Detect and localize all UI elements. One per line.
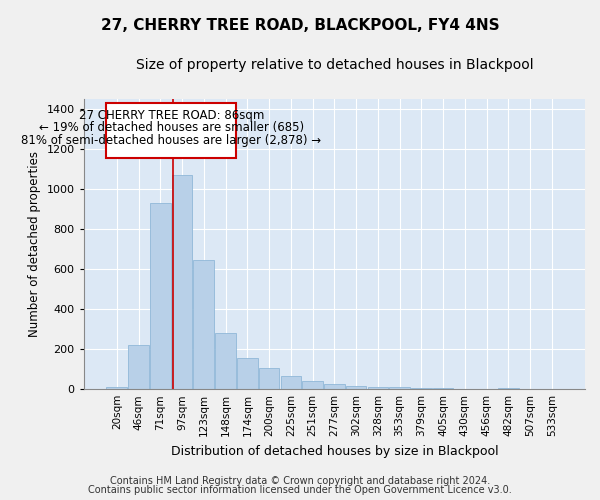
Y-axis label: Number of detached properties: Number of detached properties xyxy=(28,151,41,337)
Text: Contains HM Land Registry data © Crown copyright and database right 2024.: Contains HM Land Registry data © Crown c… xyxy=(110,476,490,486)
Bar xyxy=(172,175,193,389)
Bar xyxy=(455,388,475,389)
Bar xyxy=(389,387,410,389)
Text: ← 19% of detached houses are smaller (685): ← 19% of detached houses are smaller (68… xyxy=(39,121,304,134)
Bar xyxy=(193,260,214,389)
Text: 81% of semi-detached houses are larger (2,878) →: 81% of semi-detached houses are larger (… xyxy=(22,134,322,147)
Bar xyxy=(368,387,388,389)
Bar xyxy=(106,387,127,389)
Bar xyxy=(433,388,454,389)
Text: 27, CHERRY TREE ROAD, BLACKPOOL, FY4 4NS: 27, CHERRY TREE ROAD, BLACKPOOL, FY4 4NS xyxy=(101,18,499,32)
Title: Size of property relative to detached houses in Blackpool: Size of property relative to detached ho… xyxy=(136,58,533,71)
Bar xyxy=(281,376,301,389)
Text: Contains public sector information licensed under the Open Government Licence v3: Contains public sector information licen… xyxy=(88,485,512,495)
X-axis label: Distribution of detached houses by size in Blackpool: Distribution of detached houses by size … xyxy=(170,444,498,458)
Text: 27 CHERRY TREE ROAD: 86sqm: 27 CHERRY TREE ROAD: 86sqm xyxy=(79,108,264,122)
Bar xyxy=(150,203,170,389)
Bar xyxy=(324,384,344,389)
Bar xyxy=(302,381,323,389)
Bar xyxy=(259,368,280,389)
Bar xyxy=(498,388,519,389)
Bar xyxy=(346,386,367,389)
Bar xyxy=(237,358,257,389)
FancyBboxPatch shape xyxy=(106,103,236,158)
Bar xyxy=(411,388,431,389)
Bar xyxy=(215,333,236,389)
Bar xyxy=(128,345,149,389)
